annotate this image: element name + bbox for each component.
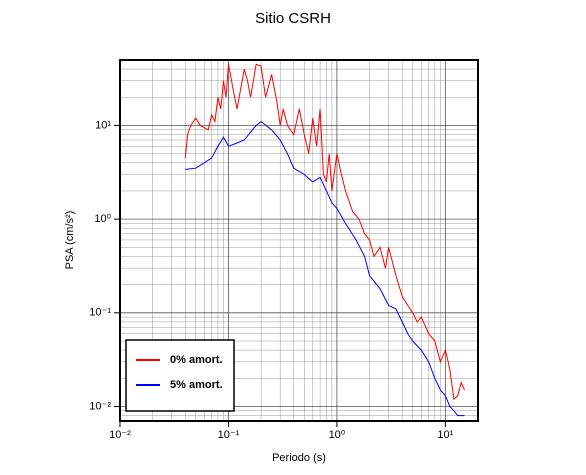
plot-frame	[119, 59, 479, 422]
legend-label: 5% amort.	[170, 379, 223, 391]
x-tick-label: 10¹	[437, 429, 453, 441]
plot-area	[184, 63, 465, 417]
x-tick-label: 10⁰	[329, 429, 346, 441]
y-tick-label: 10¹	[95, 119, 111, 131]
legend-box	[125, 339, 235, 412]
legend-label: 0% amort.	[170, 354, 223, 366]
y-tick-label: 10⁻¹	[89, 307, 111, 319]
series-line	[184, 63, 465, 401]
y-tick-label: 10⁰	[94, 213, 111, 225]
x-axis-label: Periodo (s)	[272, 452, 326, 464]
y-axis-label: PSA (cm/s²)	[64, 211, 76, 270]
chart-title: Sitio CSRH	[255, 10, 331, 27]
x-tick-label: 10⁻¹	[218, 429, 240, 441]
y-tick-label: 10⁻²	[89, 400, 111, 412]
x-tick-label: 10⁻²	[109, 429, 131, 441]
series-line	[185, 120, 465, 417]
